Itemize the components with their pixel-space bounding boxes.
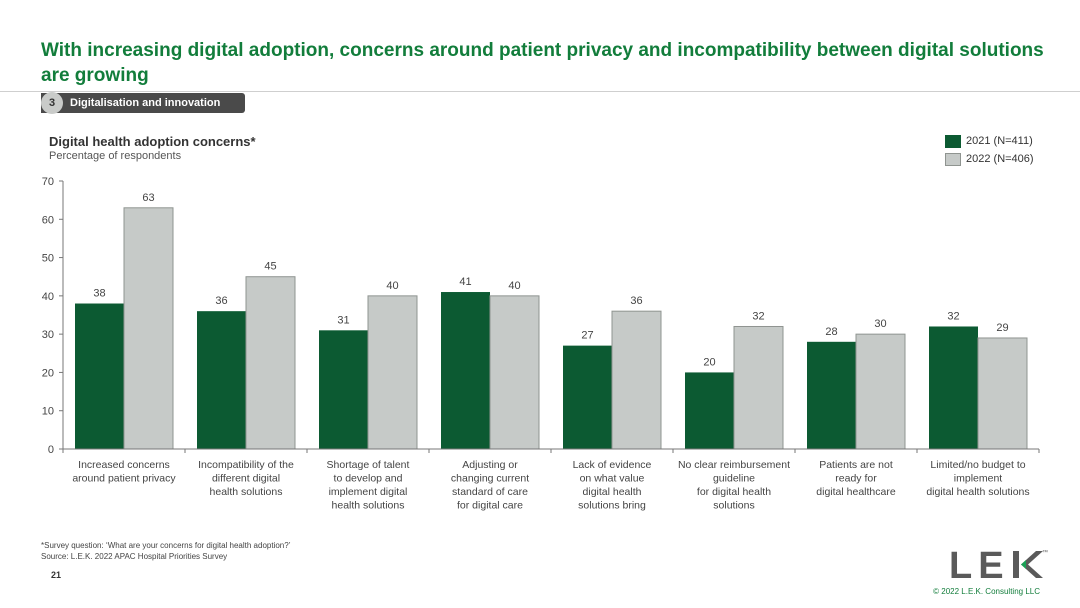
category-label: implement	[954, 473, 1003, 485]
category-label: solutions	[713, 500, 754, 512]
category-label: Increased concerns	[78, 459, 170, 471]
category-label: Shortage of talent	[327, 459, 410, 471]
category-label: for digital health	[697, 486, 771, 498]
y-tick-label: 60	[42, 214, 54, 226]
bar-2022	[245, 276, 296, 450]
chart-legend: 2021 (N=411) 2022 (N=406)	[945, 133, 1034, 169]
header-divider	[0, 91, 1080, 92]
footnote: *Survey question: ‘What are your concern…	[41, 540, 290, 562]
bar-2021	[197, 311, 246, 449]
category-label: digital health solutions	[926, 486, 1029, 498]
data-label: 30	[874, 318, 886, 330]
y-tick-label: 50	[42, 253, 54, 265]
category-label: Patients are not	[819, 459, 893, 471]
legend-swatch-2022	[945, 152, 961, 166]
y-tick-label: 0	[48, 444, 54, 456]
bar-2021	[563, 345, 612, 449]
copyright: © 2022 L.E.K. Consulting LLC	[933, 587, 1040, 596]
category-label: guideline	[713, 473, 755, 485]
lek-logo: LE ™	[949, 545, 1048, 583]
section-number: 3	[41, 92, 63, 114]
bar-2021	[441, 292, 490, 449]
category-label: solutions bring	[578, 500, 646, 512]
category-label: implement digital	[329, 486, 408, 498]
category-label: to develop and	[334, 473, 403, 485]
bar-2022	[123, 207, 174, 450]
y-tick-label: 70	[42, 176, 54, 188]
bar-2022	[855, 333, 906, 450]
category-label: No clear reimbursement	[678, 459, 790, 471]
legend-item-2022: 2022 (N=406)	[945, 151, 1034, 167]
bar-2021	[75, 303, 124, 449]
page-number: 21	[51, 570, 62, 580]
category-label: health solutions	[332, 500, 405, 512]
bar-2022	[611, 310, 662, 450]
chart-subtitle: Percentage of respondents	[49, 150, 182, 162]
legend-item-2021: 2021 (N=411)	[945, 133, 1034, 149]
category-label: Lack of evidence	[573, 459, 652, 471]
y-tick-label: 10	[42, 406, 54, 418]
section-tag: 3 Digitalisation and innovation	[41, 92, 245, 114]
section-label: Digitalisation and innovation	[70, 97, 221, 109]
source-note: Source: L.E.K. 2022 APAC Hospital Priori…	[41, 552, 228, 561]
data-label: 41	[459, 276, 471, 288]
legend-swatch-2021	[945, 134, 961, 148]
category-label: standard of care	[452, 486, 528, 498]
data-label: 38	[93, 288, 105, 300]
category-label: around patient privacy	[72, 473, 176, 485]
data-label: 28	[825, 326, 837, 338]
svg-text:LE: LE	[949, 545, 1010, 583]
chart-title: Digital health adoption concerns*	[49, 134, 256, 149]
category-label: digital health	[583, 486, 642, 498]
data-label: 40	[508, 280, 520, 292]
y-tick-label: 40	[42, 291, 54, 303]
page-title: With increasing digital adoption, concer…	[41, 40, 1044, 86]
data-label: 36	[630, 295, 642, 307]
category-label: different digital	[212, 473, 280, 485]
data-label: 29	[996, 322, 1008, 334]
bar-2021	[807, 341, 856, 449]
svg-text:™: ™	[1042, 549, 1048, 556]
bar-chart: 0 10 20 30 40 50 60 70 38 63 Increased concerns aro…	[42, 176, 1040, 512]
category-label: Incompatibility of the	[198, 459, 294, 471]
data-label: 40	[386, 280, 398, 292]
data-label: 31	[337, 314, 349, 326]
data-label: 45	[264, 261, 276, 273]
y-tick-label: 20	[42, 367, 54, 379]
legend-label-2021: 2021 (N=411)	[966, 135, 1033, 147]
category-label: changing current	[451, 473, 529, 485]
category-label: digital healthcare	[816, 486, 896, 498]
data-label: 32	[752, 310, 764, 322]
bar-2022	[489, 295, 540, 450]
data-label: 63	[142, 192, 154, 204]
category-label: health solutions	[210, 486, 283, 498]
y-tick-label: 30	[42, 329, 54, 341]
bar-2021	[319, 330, 368, 449]
bar-2021	[929, 326, 978, 449]
bar-2022	[977, 337, 1028, 450]
category-label: on what value	[580, 473, 645, 485]
category-label: for digital care	[457, 500, 523, 512]
bar-2022	[367, 295, 418, 450]
data-label: 36	[215, 295, 227, 307]
legend-label-2022: 2022 (N=406)	[966, 153, 1034, 165]
category-label: Limited/no budget to	[930, 459, 1025, 471]
data-label: 32	[947, 310, 959, 322]
category-label: ready for	[835, 473, 877, 485]
data-label: 27	[581, 330, 593, 342]
bar-2022	[733, 325, 784, 450]
bar-2021	[685, 372, 734, 449]
survey-note: *Survey question: ‘What are your concern…	[41, 541, 291, 550]
category-label: Adjusting or	[462, 459, 518, 471]
data-label: 20	[703, 356, 715, 368]
